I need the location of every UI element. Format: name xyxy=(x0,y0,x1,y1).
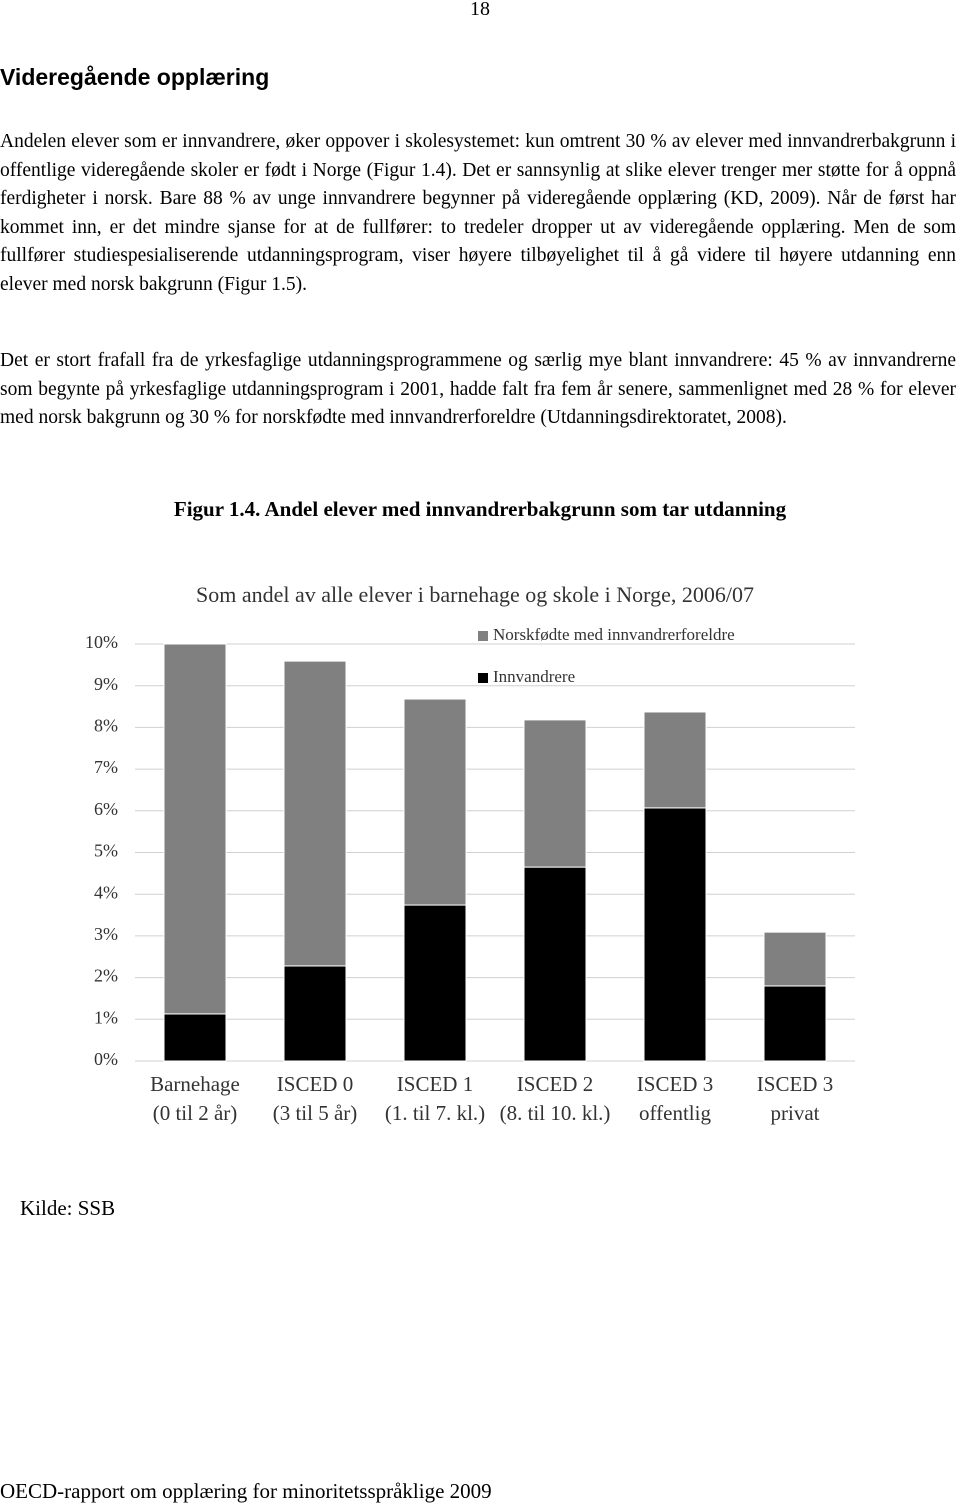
y-tick-label: 8% xyxy=(94,716,118,736)
y-tick-label: 10% xyxy=(85,632,118,652)
legend-label: Innvandrere xyxy=(493,667,575,686)
y-tick-label: 3% xyxy=(94,924,118,944)
y-tick-label: 2% xyxy=(94,966,118,986)
bar-segment xyxy=(403,698,467,906)
x-tick-label: ISCED 3 xyxy=(757,1072,833,1096)
bar-segment xyxy=(523,866,587,1062)
page-number: 18 xyxy=(470,0,490,20)
x-tick-label: Barnehage xyxy=(150,1072,240,1096)
bar-segment xyxy=(283,965,347,1062)
chart: Som andel av alle elever i barnehage og … xyxy=(85,582,855,1125)
chart-title: Som andel av alle elever i barnehage og … xyxy=(196,582,754,607)
legend-swatch xyxy=(478,673,488,683)
bar-segment xyxy=(763,985,827,1062)
bar-segment xyxy=(763,931,827,987)
y-tick-label: 0% xyxy=(94,1049,118,1069)
x-tick-label: privat xyxy=(771,1101,820,1125)
x-tick-label: offentlig xyxy=(639,1101,711,1125)
paragraph: Det er stort frafall fra de yrkesfaglige… xyxy=(0,350,956,429)
source: Kilde: SSB xyxy=(20,1196,116,1220)
x-tick-label: ISCED 3 xyxy=(637,1072,713,1096)
heading: Videregående opplæring xyxy=(0,64,270,90)
bar-segment xyxy=(643,711,707,809)
x-tick-label: (1. til 7. kl.) xyxy=(385,1101,485,1125)
bar-segment xyxy=(643,807,707,1062)
y-tick-label: 1% xyxy=(94,1007,118,1027)
y-tick-label: 7% xyxy=(94,757,118,777)
x-tick-label: ISCED 0 xyxy=(277,1072,353,1096)
y-tick-label: 9% xyxy=(94,674,118,694)
x-tick-label: ISCED 1 xyxy=(397,1072,473,1096)
x-tick-label: (0 til 2 år) xyxy=(153,1101,238,1125)
paragraph: Andelen elever som er innvandrere, øker … xyxy=(0,131,956,295)
x-tick-label: (3 til 5 år) xyxy=(273,1101,358,1125)
footer: OECD-rapport om opplæring for minoritets… xyxy=(0,1479,492,1503)
bar-segment xyxy=(163,1013,227,1062)
y-tick-label: 4% xyxy=(94,882,118,902)
bar-segment xyxy=(523,719,587,868)
bar-segment xyxy=(403,904,467,1062)
x-tick-label: ISCED 2 xyxy=(517,1072,593,1096)
bar-segment xyxy=(163,643,227,1015)
figure-caption: Figur 1.4. Andel elever med innvandrerba… xyxy=(173,497,787,521)
y-tick-label: 5% xyxy=(94,841,118,861)
legend-label: Norskfødte med innvandrerforeldre xyxy=(493,625,735,644)
legend-swatch xyxy=(478,631,488,641)
y-tick-label: 6% xyxy=(94,799,118,819)
x-tick-label: (8. til 10. kl.) xyxy=(500,1101,611,1125)
bar-segment xyxy=(283,660,347,967)
